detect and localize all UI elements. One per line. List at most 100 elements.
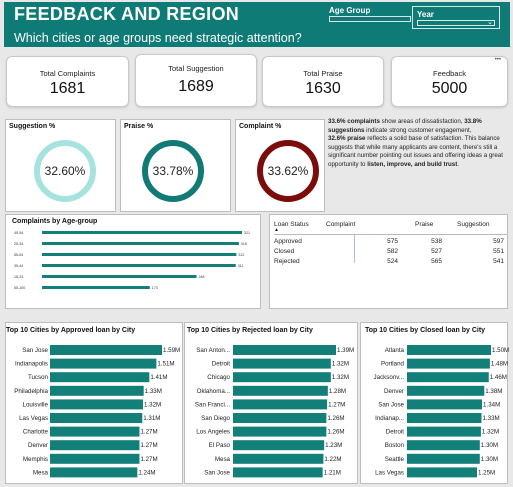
- age-bar[interactable]: [42, 275, 197, 278]
- col-header-complaint[interactable]: Complaint: [326, 221, 356, 228]
- city-value-label: 1.59M: [163, 347, 180, 354]
- city-bar[interactable]: [407, 358, 490, 369]
- city-bar[interactable]: [407, 385, 485, 396]
- city-bar[interactable]: [50, 440, 140, 451]
- city-value-label: 1.23M: [325, 442, 342, 449]
- city-bar[interactable]: [50, 372, 150, 383]
- city-bar[interactable]: [50, 385, 144, 396]
- complaint-pct-panel: Complaint % 33.62%: [235, 119, 325, 212]
- city-bar[interactable]: [50, 345, 162, 355]
- cell-status: Approved: [274, 238, 302, 245]
- city-label: Chicago: [207, 374, 230, 381]
- city-bar[interactable]: [233, 372, 331, 383]
- year-slicer-label: Year: [417, 10, 434, 19]
- city-label: Las Vegas: [19, 415, 48, 422]
- more-options-icon[interactable]: •••: [494, 57, 501, 63]
- city-bar[interactable]: [233, 453, 324, 464]
- city-value-label: 1.26M: [327, 429, 344, 436]
- age-bar[interactable]: [42, 264, 236, 267]
- city-value-label: 1.48M: [491, 361, 508, 368]
- kpi-label: Total Praise: [303, 69, 343, 78]
- city-value-label: 1.39M: [337, 347, 354, 354]
- city-value-label: 1.50M: [492, 347, 509, 354]
- col-header-suggestion[interactable]: Suggestion: [457, 221, 490, 228]
- chart-title: Complaints by Age-group: [12, 218, 98, 225]
- cell-suggestion: 597: [493, 238, 504, 245]
- city-bar[interactable]: [233, 358, 331, 369]
- donut-ring: [257, 140, 319, 202]
- age-bar[interactable]: [42, 253, 237, 256]
- chevron-down-icon[interactable]: ⌄: [487, 19, 493, 26]
- city-label: Louisville: [23, 401, 49, 408]
- city-value-label: 1.27M: [140, 429, 157, 436]
- kpi-card-total-suggestion: Total Suggestion 1689: [135, 54, 257, 107]
- kpi-label: Total Suggestion: [168, 64, 224, 73]
- closed-city-chart-panel: Top 10 Cities by Closed loan by City Atl…: [360, 322, 509, 484]
- year-slicer[interactable]: Year ⌄: [412, 6, 500, 29]
- age-value-label: 248: [199, 275, 205, 279]
- age-bar[interactable]: [42, 231, 242, 234]
- age-group-slicer[interactable]: [329, 16, 411, 22]
- kpi-label: Feedback: [433, 69, 466, 78]
- header-banner: FEEDBACK AND REGION Which cities or age …: [4, 2, 510, 47]
- city-bar[interactable]: [407, 467, 477, 478]
- age-value-label: 321: [244, 231, 250, 235]
- chart-title: Top 10 Cities by Rejected loan by City: [187, 327, 313, 334]
- year-dropdown[interactable]: ⌄: [417, 19, 495, 26]
- city-bar[interactable]: [233, 440, 325, 451]
- col-header-praise[interactable]: Praise: [415, 221, 434, 228]
- donut-ring: [142, 140, 204, 202]
- city-value-label: 1.24M: [138, 469, 155, 476]
- city-bar[interactable]: [50, 453, 140, 464]
- city-bar[interactable]: [407, 453, 480, 464]
- kpi-value: 5000: [431, 80, 468, 97]
- city-value-label: 1.41M: [150, 374, 167, 381]
- city-bar[interactable]: [407, 399, 483, 410]
- city-bar[interactable]: [407, 345, 491, 355]
- city-label: Seattle: [385, 456, 405, 463]
- city-value-label: 1.32M: [332, 361, 349, 368]
- age-category-label: 35-44: [14, 264, 23, 268]
- city-label: El Paso: [209, 442, 231, 449]
- age-category-label: 18-24: [14, 275, 23, 279]
- age-bar[interactable]: [42, 242, 239, 245]
- city-label: Portland: [381, 361, 405, 368]
- city-bar[interactable]: [233, 385, 328, 396]
- sort-ascending-icon[interactable]: ▲: [274, 227, 279, 233]
- age-category-label: 65-100: [14, 286, 25, 290]
- city-label: Mesa: [215, 456, 231, 463]
- city-label: Detroit: [386, 429, 405, 436]
- city-value-label: 1.26M: [327, 415, 344, 422]
- city-bar[interactable]: [233, 345, 336, 355]
- city-label: Denver: [384, 388, 404, 395]
- suggestion-donut: 32.60%: [34, 140, 96, 202]
- city-value-label: 1.32M: [332, 374, 349, 381]
- city-bar[interactable]: [407, 372, 489, 383]
- city-bar[interactable]: [50, 413, 143, 423]
- city-bar[interactable]: [233, 413, 327, 423]
- city-bar[interactable]: [233, 426, 327, 437]
- city-bar[interactable]: [407, 440, 480, 451]
- city-bar[interactable]: [407, 413, 482, 423]
- kpi-card-total-complaints: Total Complaints 1681: [6, 56, 129, 107]
- city-bar[interactable]: [233, 399, 328, 410]
- city-label: Boston: [385, 442, 405, 449]
- age-value-label: 316: [241, 242, 247, 246]
- col-header-loan-status[interactable]: Loan Status: [274, 221, 309, 228]
- cell-status: Closed: [274, 248, 295, 255]
- city-bar[interactable]: [50, 467, 138, 478]
- city-bar[interactable]: [233, 467, 323, 478]
- city-label: Charlotte: [23, 429, 49, 436]
- age-category-label: 25-34: [14, 242, 23, 246]
- city-label: Mesa: [33, 469, 49, 476]
- city-bar[interactable]: [50, 358, 157, 369]
- age-bar[interactable]: [42, 286, 150, 289]
- city-label: San Jose: [204, 469, 230, 476]
- city-bar[interactable]: [50, 399, 143, 410]
- praise-pct-panel: Praise % 33.78%: [120, 119, 231, 212]
- city-label: Denver: [28, 442, 48, 449]
- city-bar[interactable]: [407, 426, 481, 437]
- city-bar[interactable]: [50, 426, 140, 437]
- age-value-label: 312: [238, 253, 244, 257]
- city-value-label: 1.22M: [324, 456, 341, 463]
